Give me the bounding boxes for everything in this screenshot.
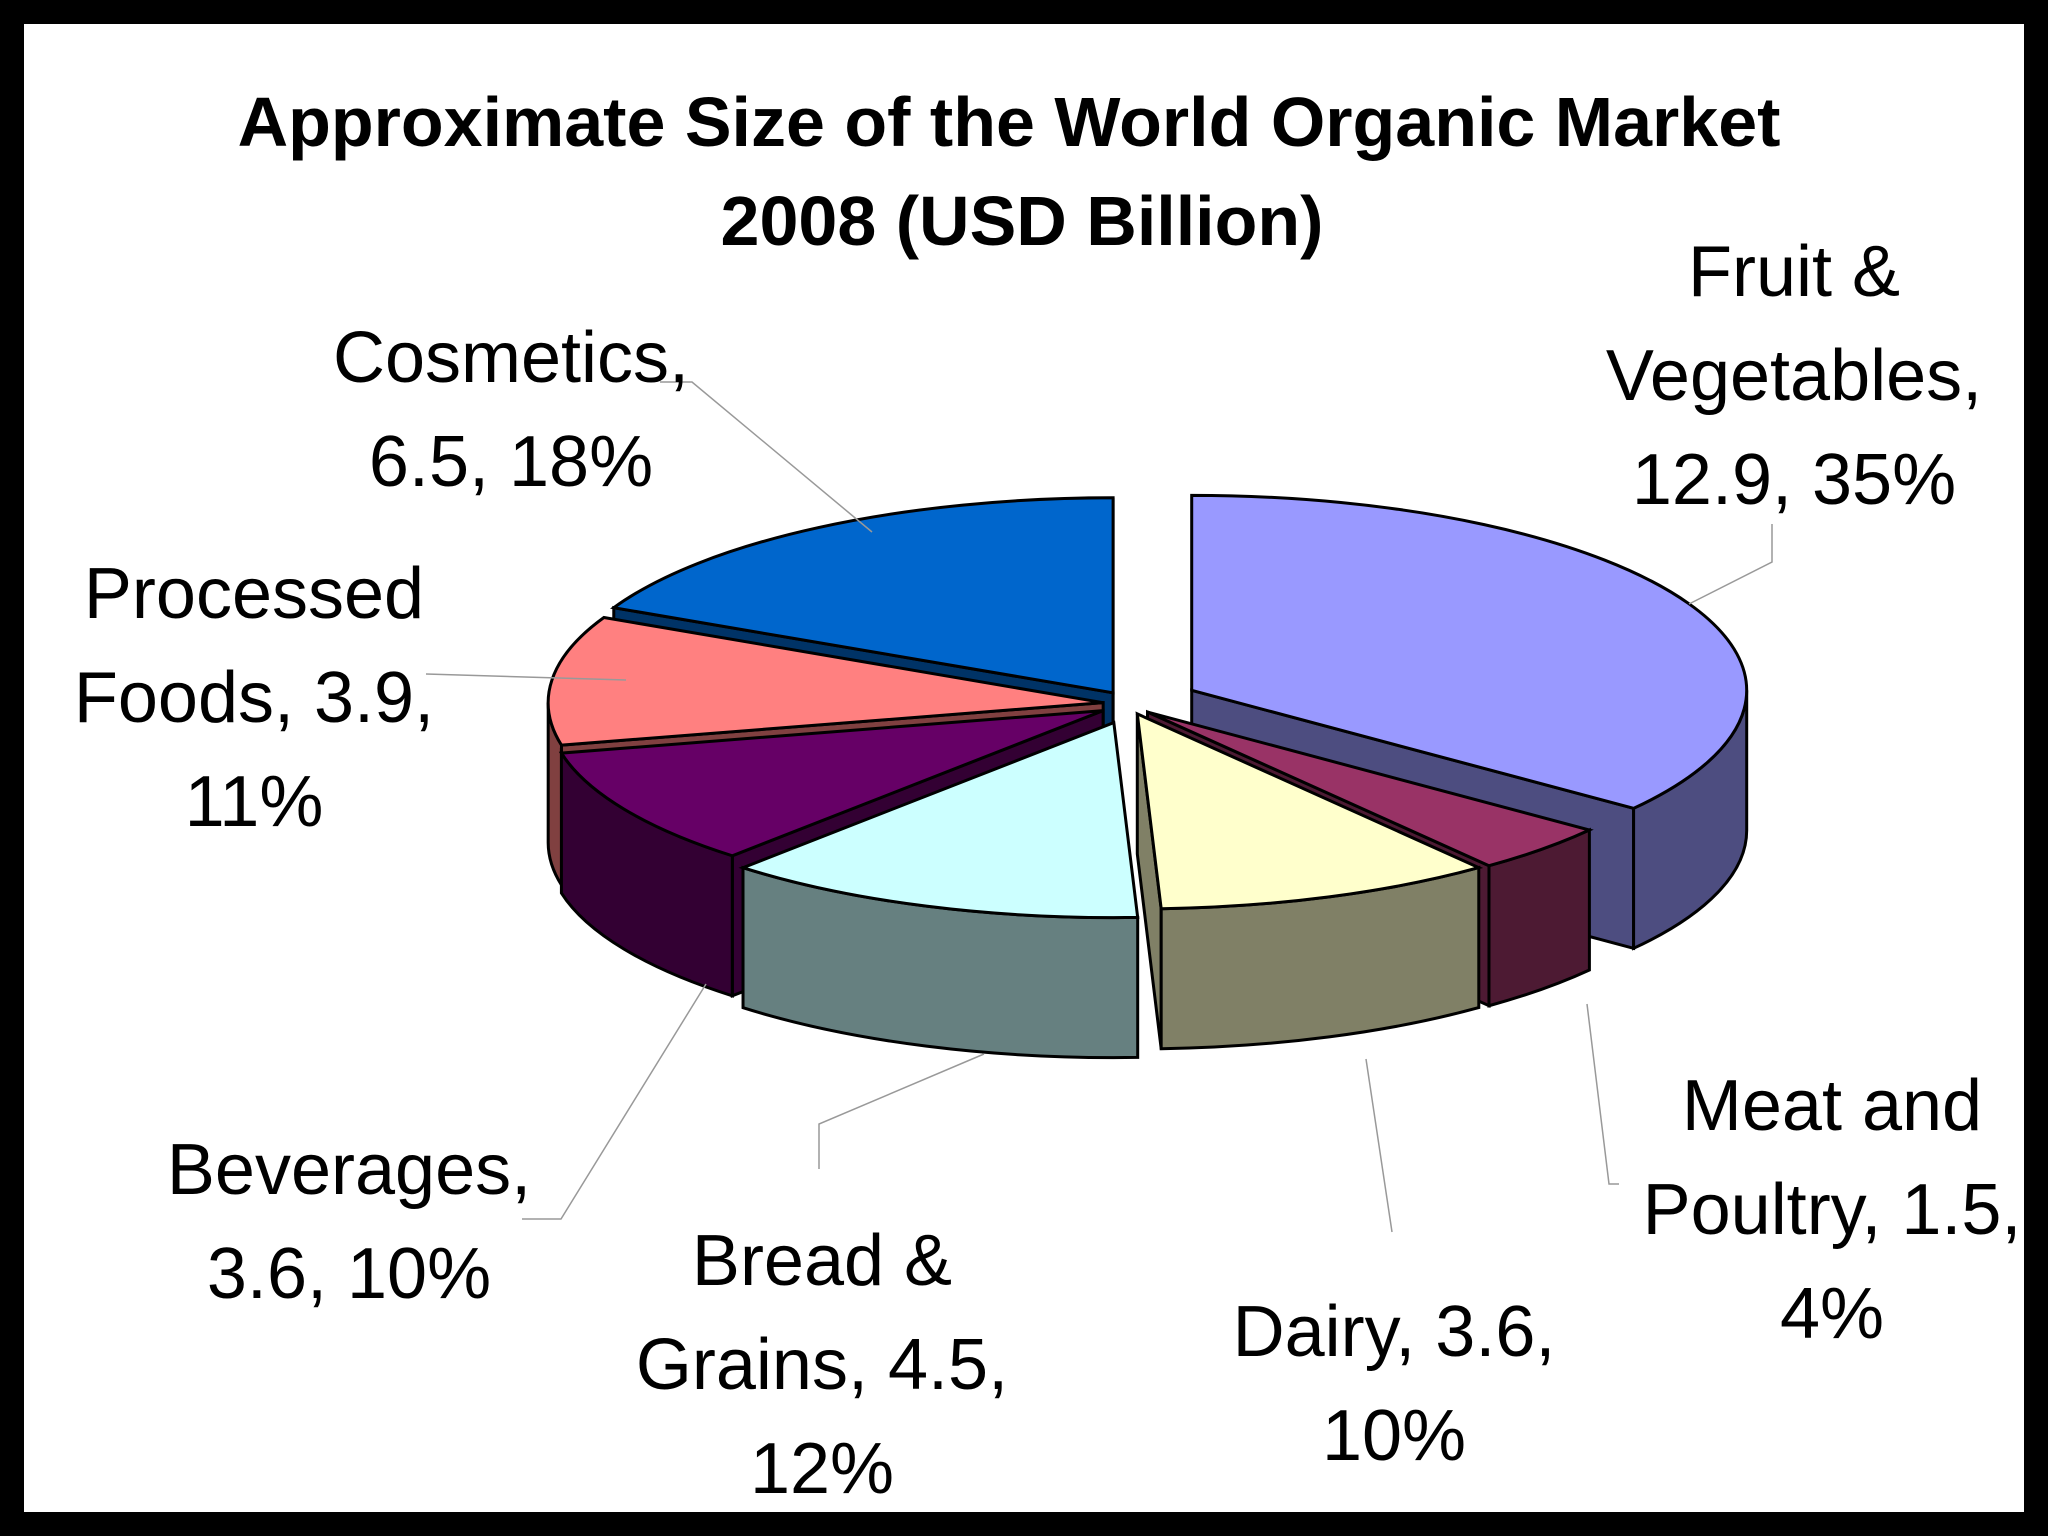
leader-line [1586, 1003, 1619, 1185]
pie-slice-fruit-vegetables [1190, 493, 1749, 810]
data-label-line: Cosmetics, [333, 318, 689, 398]
leader-line [425, 673, 627, 681]
data-label-line: 11% [185, 762, 324, 842]
pie-tops [546, 493, 1749, 920]
data-label: Bread & Grains, 4.5, 12% [636, 1221, 1008, 1509]
chart-frame: Approximate Size of the World Organic Ma… [24, 24, 2024, 1512]
pie-slice-cosmetics [610, 496, 1115, 695]
pie-slice-beverages [558, 709, 1104, 858]
data-label-line: 12% [750, 1429, 894, 1509]
data-label-line: 3.6, 10% [207, 1234, 491, 1314]
leader-line [1688, 524, 1773, 605]
data-label-line: Beverages, [167, 1130, 531, 1210]
leader-line [522, 983, 707, 1220]
data-label: Fruit & Vegetables, 12.9, 35% [1606, 232, 1982, 520]
pie-slice-meat-and-poultry [1146, 710, 1594, 868]
data-label-line: Fruit & [1688, 232, 1900, 312]
leader-line [1365, 1058, 1393, 1233]
data-label-line: 10% [1322, 1396, 1466, 1476]
data-label-line: Dairy, 3.6, [1233, 1292, 1556, 1372]
chart-title-line-2: 2008 (USD Billion) [721, 182, 1324, 260]
data-label-line: Grains, 4.5, [636, 1325, 1008, 1405]
pie-slice-processed-foods [546, 615, 1104, 747]
leader-lines [425, 381, 1773, 1233]
data-label-line: 6.5, 18% [369, 422, 653, 502]
data-label: Cosmetics, 6.5, 18% [333, 318, 689, 502]
data-label-line: 12.9, 35% [1632, 440, 1956, 520]
chart: Approximate Size of the World Organic Ma… [74, 83, 2022, 1509]
pie-slice-dairy [1135, 711, 1484, 911]
data-label-line: Meat and [1682, 1066, 1982, 1146]
data-labels: Fruit & Vegetables, 12.9, 35% Meat and Poult… [74, 232, 2022, 1509]
data-label: Processed Foods, 3.9, 11% [74, 554, 434, 842]
data-label: Dairy, 3.6, 10% [1233, 1292, 1556, 1476]
data-label-line: Bread & [692, 1221, 952, 1301]
leader-line [818, 1053, 985, 1169]
data-label-line: Processed [84, 554, 424, 634]
pie-slice-bread-grains [738, 720, 1140, 920]
data-label: Meat and Poultry, 1.5, 4% [1643, 1066, 2022, 1354]
data-label-line: Vegetables, [1606, 336, 1982, 416]
data-label-line: Poultry, 1.5, [1643, 1170, 2022, 1250]
chart-title-line-1: Approximate Size of the World Organic Ma… [238, 83, 1781, 161]
data-label: Beverages, 3.6, 10% [167, 1130, 531, 1314]
data-label-line: 4% [1780, 1274, 1884, 1354]
leader-line [660, 381, 873, 533]
data-label-line: Foods, 3.9, [74, 658, 434, 738]
